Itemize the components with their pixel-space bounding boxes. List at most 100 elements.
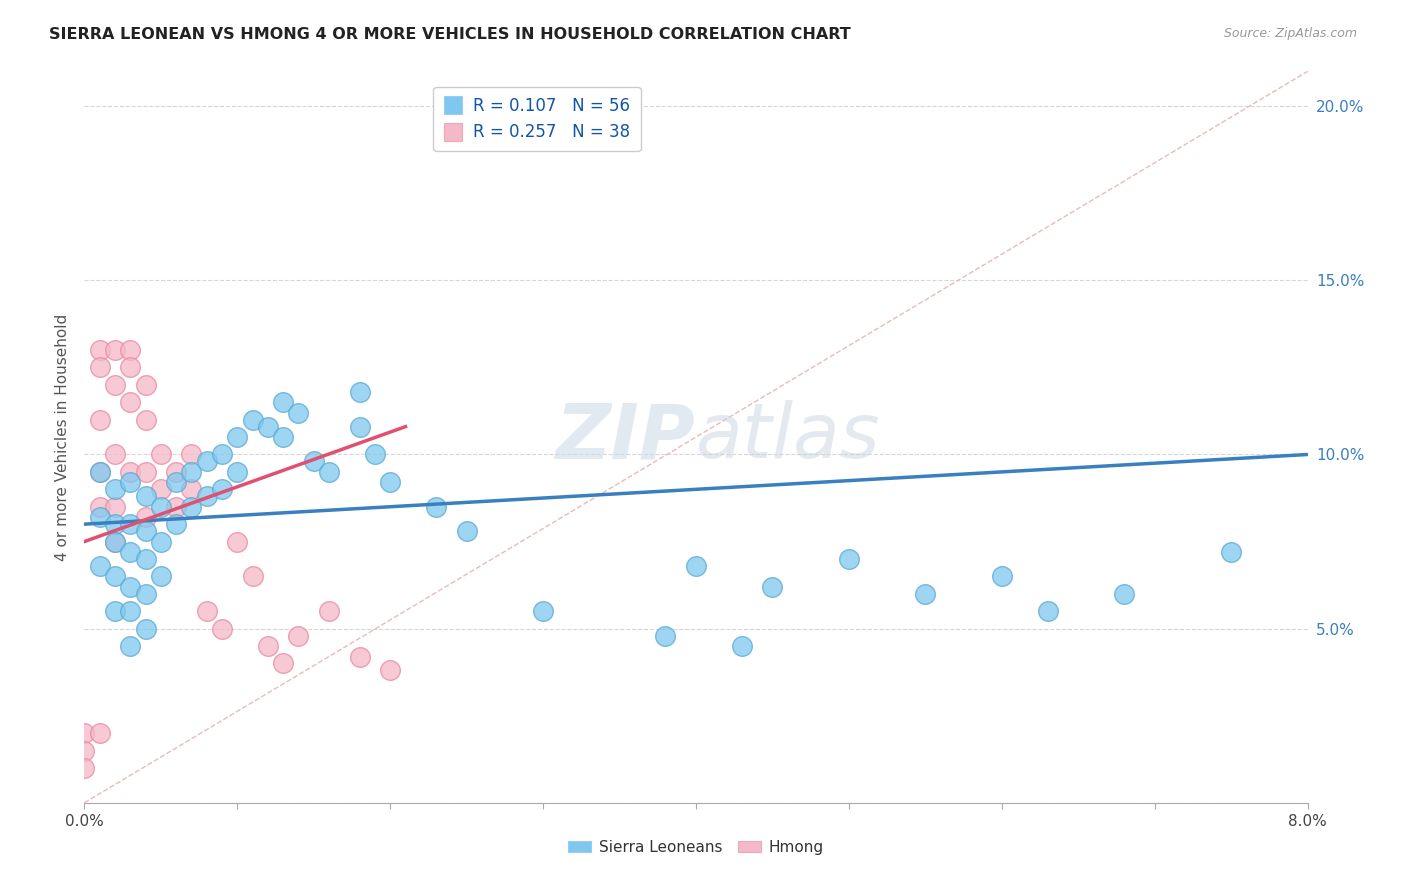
- Point: [149, 448, 172, 462]
- Point: [149, 500, 172, 514]
- Point: [349, 649, 371, 664]
- Point: [89, 412, 111, 426]
- Point: [195, 454, 218, 468]
- Text: ZIP: ZIP: [557, 401, 696, 474]
- Point: [211, 483, 233, 497]
- Point: [120, 395, 142, 409]
- Point: [165, 517, 187, 532]
- Point: [731, 639, 754, 653]
- Point: [302, 454, 325, 468]
- Point: [135, 622, 157, 636]
- Point: [104, 448, 127, 462]
- Point: [120, 465, 142, 479]
- Point: [1114, 587, 1136, 601]
- Point: [89, 558, 111, 573]
- Point: [104, 483, 127, 497]
- Point: [104, 534, 127, 549]
- Point: [349, 384, 371, 399]
- Point: [89, 726, 111, 740]
- Legend: Sierra Leoneans, Hmong: Sierra Leoneans, Hmong: [562, 834, 830, 861]
- Point: [89, 465, 111, 479]
- Point: [89, 500, 111, 514]
- Point: [761, 580, 783, 594]
- Point: [135, 587, 157, 601]
- Point: [685, 558, 707, 573]
- Point: [242, 569, 264, 583]
- Point: [149, 534, 172, 549]
- Point: [135, 489, 157, 503]
- Point: [89, 510, 111, 524]
- Text: Source: ZipAtlas.com: Source: ZipAtlas.com: [1223, 27, 1357, 40]
- Point: [120, 360, 142, 375]
- Point: [73, 761, 96, 775]
- Point: [271, 395, 294, 409]
- Point: [165, 465, 187, 479]
- Point: [120, 580, 142, 594]
- Point: [135, 465, 157, 479]
- Point: [180, 483, 202, 497]
- Point: [271, 657, 294, 671]
- Point: [73, 726, 96, 740]
- Point: [349, 419, 371, 434]
- Point: [120, 517, 142, 532]
- Point: [226, 465, 249, 479]
- Point: [120, 475, 142, 490]
- Point: [104, 569, 127, 583]
- Point: [257, 639, 280, 653]
- Point: [211, 448, 233, 462]
- Point: [73, 743, 96, 757]
- Point: [257, 419, 280, 434]
- Point: [531, 604, 554, 618]
- Point: [165, 475, 187, 490]
- Point: [287, 406, 309, 420]
- Point: [120, 604, 142, 618]
- Point: [654, 629, 676, 643]
- Point: [135, 524, 157, 538]
- Text: SIERRA LEONEAN VS HMONG 4 OR MORE VEHICLES IN HOUSEHOLD CORRELATION CHART: SIERRA LEONEAN VS HMONG 4 OR MORE VEHICL…: [49, 27, 851, 42]
- Point: [991, 569, 1014, 583]
- Point: [242, 412, 264, 426]
- Point: [165, 500, 187, 514]
- Point: [135, 412, 157, 426]
- Point: [120, 545, 142, 559]
- Point: [180, 465, 202, 479]
- Point: [120, 639, 142, 653]
- Point: [425, 500, 447, 514]
- Text: atlas: atlas: [696, 401, 880, 474]
- Point: [226, 534, 249, 549]
- Point: [104, 377, 127, 392]
- Point: [211, 622, 233, 636]
- Y-axis label: 4 or more Vehicles in Household: 4 or more Vehicles in Household: [55, 313, 70, 561]
- Point: [838, 552, 860, 566]
- Point: [318, 465, 340, 479]
- Point: [104, 534, 127, 549]
- Point: [135, 377, 157, 392]
- Point: [89, 465, 111, 479]
- Point: [195, 604, 218, 618]
- Point: [195, 489, 218, 503]
- Point: [104, 500, 127, 514]
- Point: [380, 664, 402, 678]
- Point: [364, 448, 387, 462]
- Point: [456, 524, 478, 538]
- Point: [287, 629, 309, 643]
- Point: [318, 604, 340, 618]
- Point: [120, 343, 142, 357]
- Point: [1036, 604, 1059, 618]
- Point: [180, 448, 202, 462]
- Point: [180, 500, 202, 514]
- Point: [104, 517, 127, 532]
- Point: [135, 552, 157, 566]
- Point: [914, 587, 936, 601]
- Point: [380, 475, 402, 490]
- Point: [149, 569, 172, 583]
- Point: [104, 604, 127, 618]
- Point: [1220, 545, 1243, 559]
- Point: [89, 343, 111, 357]
- Point: [135, 510, 157, 524]
- Point: [226, 430, 249, 444]
- Point: [104, 343, 127, 357]
- Point: [89, 360, 111, 375]
- Point: [149, 483, 172, 497]
- Point: [271, 430, 294, 444]
